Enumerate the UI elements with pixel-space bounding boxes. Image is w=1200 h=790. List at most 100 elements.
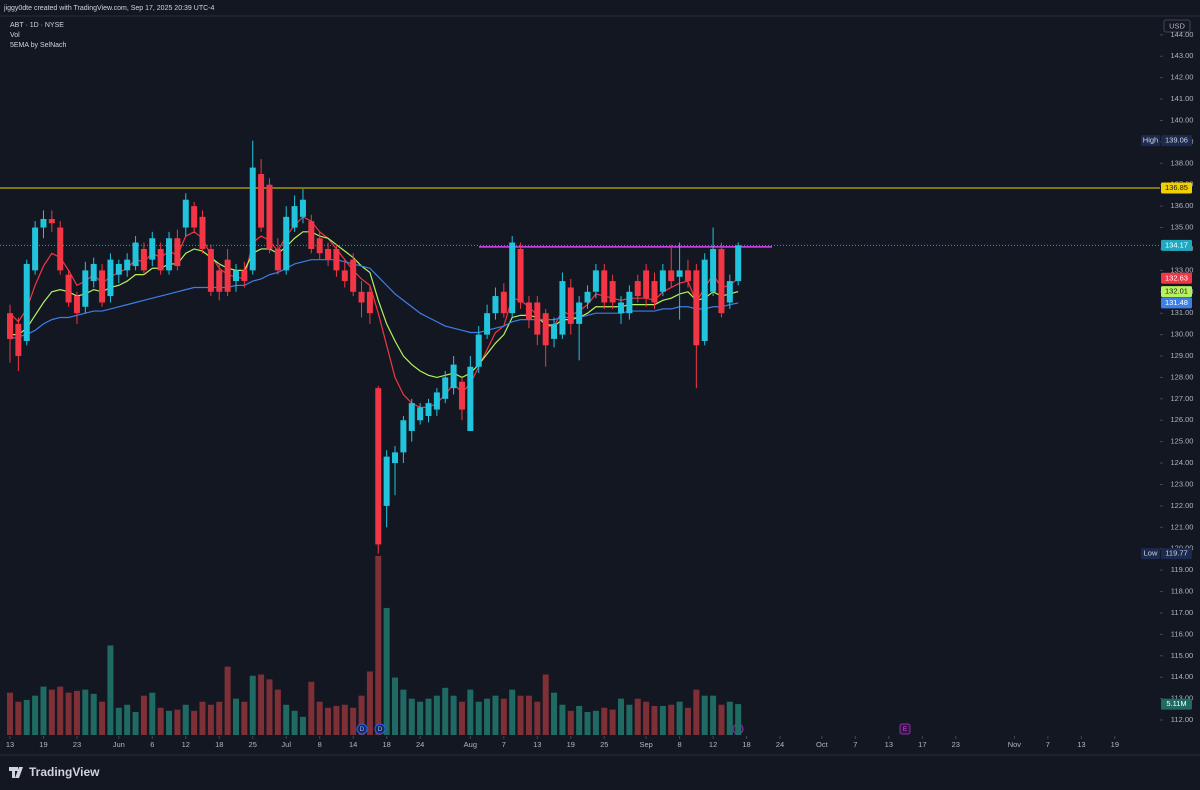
volume-bar (299, 716, 306, 735)
candle-body (299, 199, 306, 217)
x-tick-label: 13 (6, 740, 14, 749)
candle-body (241, 270, 248, 282)
candle-body (609, 281, 616, 303)
candle-body (576, 302, 583, 324)
y-tick-label: 117.00 (1171, 608, 1193, 617)
candle-body (584, 291, 591, 303)
volume-bar (534, 701, 541, 735)
y-tick-label: 138.00 (1171, 158, 1194, 167)
event-icon[interactable] (356, 723, 368, 735)
volume-label-box (1161, 698, 1192, 710)
x-tick-label: 25 (249, 740, 257, 749)
volume-bar (216, 701, 223, 735)
x-tick-label: 8 (318, 740, 322, 749)
volume-bar (350, 707, 357, 735)
volume-bar (325, 707, 332, 735)
volume-bar (651, 705, 658, 735)
volume-bar (400, 689, 407, 735)
volume-bar (40, 686, 47, 735)
candle-body (333, 248, 340, 271)
candle-body (15, 323, 22, 357)
candle-body (517, 248, 524, 303)
candle-body (408, 403, 415, 431)
volume-bar (433, 695, 440, 735)
volume-bar (333, 705, 340, 735)
candle-body (7, 313, 13, 339)
event-icon[interactable] (899, 723, 911, 735)
volume-label: 5.11M (1166, 699, 1186, 708)
ema-label-box (1161, 297, 1192, 309)
volume-bar (266, 679, 273, 735)
candle-body (73, 296, 80, 314)
candle-body (366, 291, 373, 314)
volume-bar (375, 555, 382, 735)
candle-body (701, 259, 708, 342)
candle-body (551, 323, 558, 339)
y-tick-label: 124.00 (1171, 458, 1194, 467)
candle-body (232, 270, 239, 282)
y-tick-label: 142.00 (1171, 73, 1194, 82)
volume-bar (32, 695, 39, 735)
ema-label: 132.01 (1165, 287, 1188, 296)
candle-body (308, 221, 315, 249)
volume-bar (659, 705, 666, 735)
y-tick-label: 131.00 (1171, 308, 1194, 317)
y-tick-label: 143.00 (1171, 51, 1194, 60)
extreme-value-box (1161, 548, 1192, 560)
x-tick-label: 19 (1111, 740, 1119, 749)
candle-body (668, 270, 675, 282)
volume-bar (500, 698, 507, 735)
candle-body (492, 296, 499, 314)
x-tick-label: 13 (533, 740, 541, 749)
x-tick-label: 19 (567, 740, 575, 749)
y-tick-label: 136.00 (1171, 201, 1194, 210)
volume-bar (609, 709, 616, 735)
currency-box[interactable] (1163, 19, 1191, 33)
y-tick-label: 116.00 (1171, 629, 1193, 638)
candle-body (124, 259, 131, 271)
y-tick-label: 140.00 (1171, 115, 1194, 124)
candle-body (392, 452, 399, 464)
y-tick-label: 135.00 (1171, 223, 1194, 232)
volume-bar (191, 710, 198, 735)
volume-bar (626, 704, 633, 735)
extreme-tag: Low (1144, 549, 1158, 558)
volume-bar (710, 695, 717, 735)
volume-bar (358, 695, 365, 735)
x-tick-label: Oct (816, 740, 829, 749)
volume-bar (551, 692, 558, 735)
volume-bar (124, 704, 131, 735)
x-tick-label: Aug (464, 740, 477, 749)
x-tick-label: 6 (150, 740, 154, 749)
volume-bar (366, 671, 373, 735)
y-tick-label: 115.00 (1171, 651, 1193, 660)
candle-body (157, 248, 164, 271)
x-tick-label: 18 (215, 740, 223, 749)
x-tick-label: 8 (678, 740, 682, 749)
volume-bar (467, 689, 474, 735)
volume-bar (149, 692, 156, 735)
volume-bar (408, 698, 415, 735)
extreme-tag-box (1141, 548, 1160, 560)
candle-body (149, 238, 156, 260)
event-icon[interactable] (374, 723, 386, 735)
volume-bar (509, 689, 516, 735)
volume-bar (492, 695, 499, 735)
y-tick-label: 125.00 (1171, 437, 1194, 446)
candle-body (400, 420, 407, 453)
y-tick-label: 118.00 (1171, 587, 1193, 596)
price-line-label: 136.85 (1165, 183, 1188, 192)
candle-body (383, 456, 390, 506)
candle-body (224, 259, 231, 292)
x-tick-label: 14 (349, 740, 357, 749)
volume-bar (601, 707, 608, 735)
volume-bar (23, 699, 30, 735)
y-tick-label: 114.00 (1171, 672, 1193, 681)
candle-body (99, 270, 106, 303)
symbol: ABT · 1D · NYSE (10, 22, 64, 29)
volume-bar (291, 710, 298, 735)
candle-body (291, 206, 298, 228)
candle-body (249, 167, 256, 271)
volume-bar (166, 710, 173, 735)
